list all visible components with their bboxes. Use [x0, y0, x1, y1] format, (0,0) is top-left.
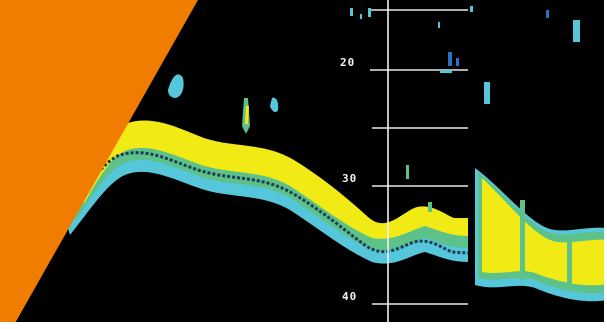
bottom-border	[0, 322, 607, 325]
depth-label-20: 20	[340, 56, 356, 69]
depth-label-40: 40	[342, 290, 358, 303]
depth-label-30: 30	[342, 172, 358, 185]
right-border	[604, 0, 607, 325]
accent-wedge	[0, 0, 198, 325]
bottom-echo-left	[60, 120, 469, 264]
bottom-echo-right	[475, 168, 607, 302]
mid-water-echoes	[168, 6, 580, 212]
